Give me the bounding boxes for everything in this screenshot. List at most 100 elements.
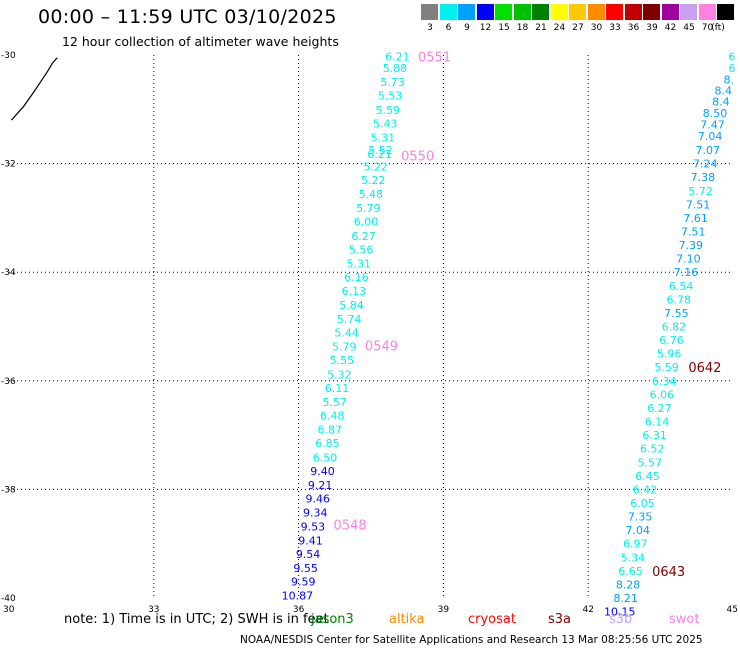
data-labels: 6.215.885.735.535.595.435.315.526.215.22…	[282, 51, 736, 619]
pass-time-label: 0548	[334, 519, 367, 534]
wave-height-label: 6.48	[320, 410, 345, 423]
wave-height-label: 6.05	[630, 497, 655, 510]
wave-height-label: 9.21	[308, 479, 333, 492]
wave-height-label: 5.88	[383, 62, 408, 75]
pass-time-label: 0550	[401, 149, 434, 164]
wave-height-label: 5.56	[349, 243, 374, 256]
grid-lines	[9, 55, 733, 598]
legend-swatch	[661, 4, 679, 20]
wave-height-label: 5.44	[334, 326, 359, 339]
wave-height-label: 7.47	[700, 119, 725, 132]
wave-height-label: 5.74	[337, 313, 362, 326]
wave-height-label: 5.34	[621, 551, 646, 564]
legend-label: 33	[609, 23, 621, 33]
legend-label: 6	[445, 23, 452, 33]
legend-swatch	[717, 4, 734, 20]
legend-swatch	[587, 4, 605, 20]
wave-height-label: 8.28	[616, 578, 641, 591]
wave-height-label: 5.48	[359, 188, 384, 201]
wave-height-label: 6.52	[640, 443, 665, 456]
legend-swatch	[495, 4, 512, 20]
wave-height-label: 9.54	[296, 548, 321, 561]
y-tick-label: -40	[1, 594, 16, 604]
legend-swatch	[476, 4, 494, 20]
wave-height-label: 6.76	[659, 334, 684, 347]
wave-height-label: 5.43	[373, 117, 398, 130]
legend-label: 45	[683, 23, 695, 33]
mission-label: s3a	[548, 612, 572, 627]
page-title: 00:00 – 11:59 UTC 03/10/2025	[38, 6, 337, 28]
y-tick-label: -32	[1, 160, 16, 170]
wave-height-label: 6.27	[351, 230, 376, 243]
legend-swatch	[439, 4, 457, 20]
wave-height-label: 5.79	[356, 202, 381, 215]
wave-height-label: 6.87	[318, 424, 343, 437]
wave-height-label: 5.59	[654, 361, 679, 374]
wave-height-label: 7.35	[628, 511, 653, 524]
axes: 30 33 36 39 42 45 -30 -32 -34 -36 -38 -40	[1, 51, 738, 615]
wave-height-label: 6.42	[633, 483, 658, 496]
wave-height-label: 5.72	[688, 185, 713, 198]
footer-credit: NOAA/NESDIS Center for Satellite Applica…	[240, 634, 703, 646]
y-tick-label: -38	[1, 485, 16, 495]
wave-height-label: 6.27	[647, 402, 672, 415]
legend-label: 30	[590, 23, 603, 33]
wave-height-label: 9.55	[293, 562, 318, 575]
wave-height-label: 6.45	[635, 470, 660, 483]
legend-swatch	[458, 4, 475, 20]
wave-height-label: 5.59	[375, 104, 400, 117]
wave-height-label: 9.41	[298, 534, 323, 547]
wave-height-label: 5.31	[347, 258, 372, 271]
note-text: note: 1) Time is in UTC; 2) SWH is in fe…	[64, 612, 329, 627]
legend-label: 70	[701, 23, 714, 33]
wave-height-label: 7.04	[625, 524, 650, 537]
legend-swatch	[606, 4, 623, 20]
wave-height-label: 7.61	[683, 212, 708, 225]
legend-swatch	[643, 4, 660, 20]
coastline	[10, 57, 58, 121]
legend-swatch	[513, 4, 531, 20]
legend-label: 18	[516, 23, 529, 33]
y-tick-label: -34	[1, 268, 16, 278]
wave-height-label: 5.57	[638, 456, 663, 469]
wave-height-label: 5.57	[322, 396, 347, 409]
legend-label: 12	[479, 23, 492, 33]
wave-height-label: 7.51	[681, 225, 706, 238]
x-tick-label: 30	[3, 605, 15, 615]
wave-height-label: 7.51	[686, 198, 711, 211]
wave-height-label: 6.21	[385, 51, 410, 64]
mission-label: altika	[389, 612, 425, 627]
legend-label: 42	[664, 23, 677, 33]
wave-height-label: 6.82	[662, 321, 687, 334]
wave-height-label: 5.22	[361, 174, 386, 187]
wave-height-label: 9.40	[310, 465, 335, 478]
x-tick-label: 33	[148, 605, 159, 615]
wave-height-label: 9.34	[303, 507, 328, 520]
wave-height-label: 5.55	[330, 354, 355, 367]
wave-height-label: 7.39	[679, 239, 704, 252]
legend-swatch	[680, 4, 697, 20]
wave-height-label: 7.10	[676, 253, 701, 266]
legend-label: 15	[498, 23, 510, 33]
wave-height-label: 6.65	[618, 565, 643, 578]
wave-height-label: 5.32	[327, 368, 352, 381]
time-labels: 0551 0550 0549 0548 0642 0643	[334, 51, 722, 580]
wave-height-label: 8.4	[712, 96, 730, 109]
wave-height-label: 6.21	[367, 148, 392, 161]
wave-height-label: 6.16	[344, 271, 369, 284]
wave-height-label: 5.31	[371, 132, 396, 145]
wave-height-label: 6.54	[669, 280, 694, 293]
pass-time-label: 0642	[688, 361, 721, 376]
legend-label: 27	[572, 23, 584, 33]
wave-height-label: 8.50	[703, 107, 728, 120]
wave-height-label: 10.87	[282, 589, 314, 602]
wave-height-label: 7.16	[674, 266, 699, 279]
legend-swatch	[550, 4, 568, 20]
x-tick-label: 42	[582, 605, 593, 615]
wave-height-label: 5.53	[378, 90, 403, 103]
wave-height-label: 6.31	[642, 429, 667, 442]
wave-height-label: 6	[728, 62, 735, 75]
wave-height-label: 9.46	[305, 493, 330, 506]
wave-height-label: 6.85	[315, 437, 340, 450]
